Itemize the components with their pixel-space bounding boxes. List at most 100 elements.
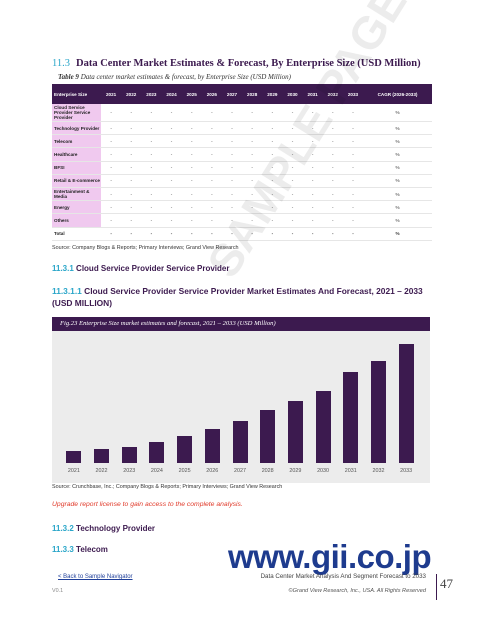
back-to-sample-navigator-link[interactable]: < Back to Sample Navigator bbox=[58, 574, 133, 580]
header-year: 2024 bbox=[161, 84, 182, 104]
value-cell: - bbox=[181, 134, 202, 149]
row-label: Cloud Service Provider Service Provider bbox=[52, 104, 101, 122]
cagr-cell: % bbox=[363, 213, 432, 228]
value-cell: - bbox=[181, 213, 202, 228]
value-cell: - bbox=[262, 226, 283, 241]
header-year: 2027 bbox=[221, 84, 243, 104]
value-cell: - bbox=[121, 161, 142, 175]
table-row: Telecom - - - - - - - - - - - - -% bbox=[52, 134, 432, 149]
value-cell: - bbox=[242, 121, 263, 136]
subsection-3-number: 11.3.3 bbox=[52, 545, 74, 554]
value-cell: - bbox=[181, 147, 202, 162]
value-cell: - bbox=[242, 161, 263, 175]
x-tick-label: 2025 bbox=[178, 468, 191, 474]
value-cell: - bbox=[342, 147, 364, 162]
value-cell: - bbox=[242, 187, 263, 202]
bar bbox=[177, 436, 193, 463]
x-tick-label: 2032 bbox=[372, 468, 385, 474]
table-caption-label: Table 9 bbox=[58, 73, 79, 81]
bar bbox=[66, 451, 82, 463]
subsection-1-title: Cloud Service Provider Service Provider bbox=[76, 264, 230, 273]
value-cell: - bbox=[342, 200, 364, 215]
cagr-cell: % bbox=[363, 200, 432, 215]
version-label: V0.1 bbox=[52, 588, 64, 594]
subsection-3-heading: 11.3.3 Telecom bbox=[52, 545, 108, 554]
value-cell: - bbox=[221, 121, 243, 136]
value-cell: - bbox=[262, 147, 283, 162]
header-year: 2026 bbox=[201, 84, 222, 104]
bar bbox=[370, 361, 386, 463]
value-cell: - bbox=[302, 187, 323, 202]
page-number-divider bbox=[436, 574, 437, 600]
value-cell: - bbox=[141, 161, 162, 175]
value-cell: - bbox=[161, 104, 182, 122]
table-caption-text: Data center market estimates & forecast,… bbox=[80, 73, 291, 81]
row-label: Total bbox=[52, 226, 101, 241]
value-cell: - bbox=[221, 187, 243, 202]
cagr-cell: % bbox=[363, 104, 432, 122]
value-cell: - bbox=[282, 174, 303, 188]
header-year: 2030 bbox=[282, 84, 303, 104]
value-cell: - bbox=[201, 104, 222, 122]
bar bbox=[315, 390, 331, 463]
value-cell: - bbox=[242, 104, 263, 122]
subsection-2-heading: 11.3.2 Technology Provider bbox=[52, 524, 155, 533]
value-cell: - bbox=[342, 174, 364, 188]
upgrade-notice: Upgrade report license to gain access to… bbox=[52, 501, 243, 508]
value-cell: - bbox=[221, 147, 243, 162]
value-cell: - bbox=[161, 187, 182, 202]
bar bbox=[204, 429, 220, 463]
table-row: Technology Provider - - - - - - - - - - - - -% bbox=[52, 121, 432, 136]
value-cell: - bbox=[242, 174, 263, 188]
x-tick-label: 2029 bbox=[289, 468, 302, 474]
cagr-cell: % bbox=[363, 147, 432, 162]
value-cell: - bbox=[201, 187, 222, 202]
figure-source: Source: Crunchbase, Inc.; Company Blogs … bbox=[52, 484, 283, 490]
subsection-2-title: Technology Provider bbox=[76, 524, 156, 533]
row-label: Entertainment & Media bbox=[52, 187, 101, 202]
table-row: Cloud Service Provider Service Provider -… bbox=[52, 104, 432, 122]
x-tick-label: 2030 bbox=[317, 468, 330, 474]
value-cell: - bbox=[262, 174, 283, 188]
value-cell: - bbox=[141, 134, 162, 149]
value-cell: - bbox=[262, 134, 283, 149]
value-cell: - bbox=[101, 147, 122, 162]
value-cell: - bbox=[221, 134, 243, 149]
value-cell: - bbox=[322, 174, 343, 188]
table-header-row: Enterprise Size 2021 2022 2023 2024 2025 2026 2… bbox=[52, 84, 432, 104]
x-tick-label: 2024 bbox=[150, 468, 163, 474]
value-cell: - bbox=[181, 161, 202, 175]
table-row: BFSI - - - - - - - - - - - - -% bbox=[52, 161, 432, 175]
value-cell: - bbox=[342, 187, 364, 202]
value-cell: - bbox=[302, 104, 323, 122]
value-cell: - bbox=[302, 213, 323, 228]
value-cell: - bbox=[121, 200, 142, 215]
value-cell: - bbox=[141, 104, 162, 122]
value-cell: - bbox=[181, 104, 202, 122]
value-cell: - bbox=[101, 174, 122, 188]
cagr-cell: % bbox=[363, 134, 432, 149]
value-cell: - bbox=[342, 213, 364, 228]
value-cell: - bbox=[161, 174, 182, 188]
value-cell: - bbox=[282, 104, 303, 122]
value-cell: - bbox=[161, 213, 182, 228]
value-cell: - bbox=[201, 121, 222, 136]
value-cell: - bbox=[101, 161, 122, 175]
bar bbox=[149, 441, 165, 463]
table-row: Healthcare - - - - - - - - - - - - -% bbox=[52, 147, 432, 162]
value-cell: - bbox=[302, 200, 323, 215]
section-heading: 11.3 Data Center Market Estimates & Forec… bbox=[52, 58, 421, 69]
value-cell: - bbox=[141, 187, 162, 202]
cagr-cell: % bbox=[363, 121, 432, 136]
subsection-1-number: 11.3.1 bbox=[52, 264, 74, 273]
page-number: 47 bbox=[440, 576, 453, 591]
header-year: 2022 bbox=[121, 84, 142, 104]
header-year: 2023 bbox=[141, 84, 162, 104]
row-label: Retail & E-commerce bbox=[52, 174, 101, 188]
subsection-1-heading: 11.3.1 Cloud Service Provider Service Pr… bbox=[52, 264, 229, 273]
table-row: Retail & E-commerce - - - - - - - - - - - - -% bbox=[52, 174, 432, 188]
value-cell: - bbox=[121, 174, 142, 188]
value-cell: - bbox=[161, 161, 182, 175]
row-label: Energy bbox=[52, 200, 101, 215]
header-year: 2032 bbox=[322, 84, 343, 104]
